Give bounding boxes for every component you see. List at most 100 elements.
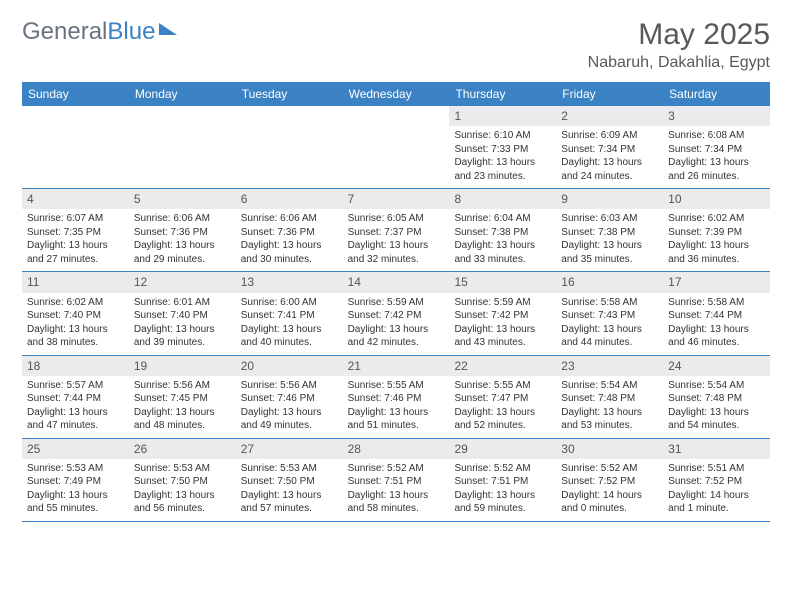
daylight-text: Daylight: 13 hours and 55 minutes. xyxy=(27,489,124,516)
calendar-day-cell: 19Sunrise: 5:56 AMSunset: 7:45 PMDayligh… xyxy=(129,356,236,438)
sunset-text: Sunset: 7:37 PM xyxy=(348,226,445,240)
day-number xyxy=(22,106,129,126)
day-number: 10 xyxy=(663,189,770,209)
sunset-text: Sunset: 7:43 PM xyxy=(561,309,658,323)
calendar-day-cell: 31 Sunrise: 5:51 AMSunset: 7:52 PMDayligh… xyxy=(663,439,770,521)
sunrise-text: Sunrise: 5:53 AM xyxy=(241,462,338,476)
calendar-day-cell: 1Sunrise: 6:10 AMSunset: 7:33 PMDaylight… xyxy=(449,106,556,188)
daylight-text: Daylight: 13 hours and 52 minutes. xyxy=(454,406,551,433)
calendar-week-row: 25Sunrise: 5:53 AMSunset: 7:49 PMDayligh… xyxy=(22,439,770,522)
sunrise-text: Sunrise: 5:59 AM xyxy=(454,296,551,310)
daylight-text: Daylight: 13 hours and 23 minutes. xyxy=(454,156,551,183)
sunset-text: Sunset: 7:41 PM xyxy=(241,309,338,323)
calendar-day-cell xyxy=(343,106,450,188)
sunset-text: Sunset: 7:39 PM xyxy=(668,226,765,240)
sunset-text: Sunset: 7:48 PM xyxy=(668,392,765,406)
daylight-text: Daylight: 13 hours and 35 minutes. xyxy=(561,239,658,266)
day-number: 18 xyxy=(22,356,129,376)
sunrise-text: Sunrise: 5:55 AM xyxy=(348,379,445,393)
day-header: Wednesday xyxy=(343,82,450,106)
sunset-text: Sunset: 7:48 PM xyxy=(561,392,658,406)
daylight-text: Daylight: 13 hours and 56 minutes. xyxy=(134,489,231,516)
daylight-text: Daylight: 13 hours and 29 minutes. xyxy=(134,239,231,266)
calendar-day-cell: 6Sunrise: 6:06 AMSunset: 7:36 PMDaylight… xyxy=(236,189,343,271)
calendar-day-cell: 30Sunrise: 5:52 AMSunset: 7:52 PMDayligh… xyxy=(556,439,663,521)
brand-text: GeneralBlue xyxy=(22,18,155,46)
calendar-week-row: 4 Sunrise: 6:07 AMSunset: 7:35 PM Daylight… xyxy=(22,189,770,272)
daylight-text: Daylight: 13 hours and 42 minutes. xyxy=(348,323,445,350)
sunset-text: Sunset: 7:44 PM xyxy=(668,309,765,323)
daylight-text: Daylight: 13 hours and 57 minutes. xyxy=(241,489,338,516)
day-number xyxy=(343,106,450,126)
sunset-text: Sunset: 7:52 PM xyxy=(668,475,765,489)
title-block: May 2025 Nabaruh, Dakahlia, Egypt xyxy=(588,18,770,72)
header: GeneralBlue May 2025 Nabaruh, Dakahlia, … xyxy=(22,18,770,72)
calendar-day-cell xyxy=(22,106,129,188)
day-number: 17 xyxy=(663,272,770,292)
sunrise-text: Sunrise: 5:58 AM xyxy=(668,296,765,310)
sunrise-text: Sunrise: 5:51 AM xyxy=(668,462,765,476)
daylight-text: Daylight: 13 hours and 24 minutes. xyxy=(561,156,658,183)
day-number: 2 xyxy=(556,106,663,126)
sunset-text: Sunset: 7:40 PM xyxy=(27,309,124,323)
daylight-text: Daylight: 14 hours and 1 minute. xyxy=(668,489,765,516)
sunset-text: Sunset: 7:34 PM xyxy=(561,143,658,157)
daylight-text: Daylight: 13 hours and 59 minutes. xyxy=(454,489,551,516)
calendar-table: Sunday Monday Tuesday Wednesday Thursday… xyxy=(22,82,770,522)
sunrise-text: Sunrise: 6:07 AM xyxy=(27,212,124,226)
day-number xyxy=(236,106,343,126)
day-number: 6 xyxy=(236,189,343,209)
sunrise-text: Sunrise: 5:52 AM xyxy=(454,462,551,476)
calendar-body: 1Sunrise: 6:10 AMSunset: 7:33 PMDaylight… xyxy=(22,106,770,522)
calendar-day-cell: 7Sunrise: 6:05 AMSunset: 7:37 PMDaylight… xyxy=(343,189,450,271)
sunset-text: Sunset: 7:38 PM xyxy=(561,226,658,240)
day-number: 28 xyxy=(343,439,450,459)
sunrise-text: Sunrise: 6:06 AM xyxy=(134,212,231,226)
daylight-text: Daylight: 13 hours and 54 minutes. xyxy=(668,406,765,433)
calendar-day-cell: 20Sunrise: 5:56 AMSunset: 7:46 PMDayligh… xyxy=(236,356,343,438)
calendar-day-cell: 22Sunrise: 5:55 AMSunset: 7:47 PMDayligh… xyxy=(449,356,556,438)
daylight-text: Daylight: 13 hours and 30 minutes. xyxy=(241,239,338,266)
day-number: 3 xyxy=(663,106,770,126)
day-number: 16 xyxy=(556,272,663,292)
day-number: 11 xyxy=(22,272,129,292)
calendar-day-cell: 21Sunrise: 5:55 AMSunset: 7:46 PMDayligh… xyxy=(343,356,450,438)
day-number: 24 xyxy=(663,356,770,376)
sunrise-text: Sunrise: 5:53 AM xyxy=(27,462,124,476)
calendar-day-cell: 27Sunrise: 5:53 AMSunset: 7:50 PMDayligh… xyxy=(236,439,343,521)
sunrise-text: Sunrise: 6:05 AM xyxy=(348,212,445,226)
brand-triangle-icon xyxy=(159,23,177,35)
day-header: Saturday xyxy=(663,82,770,106)
day-header: Thursday xyxy=(449,82,556,106)
brand-logo: GeneralBlue xyxy=(22,18,177,46)
daylight-text: Daylight: 13 hours and 51 minutes. xyxy=(348,406,445,433)
sunset-text: Sunset: 7:35 PM xyxy=(27,226,124,240)
sunset-text: Sunset: 7:42 PM xyxy=(348,309,445,323)
sunset-text: Sunset: 7:50 PM xyxy=(241,475,338,489)
calendar-day-cell: 3Sunrise: 6:08 AMSunset: 7:34 PMDaylight… xyxy=(663,106,770,188)
sunrise-text: Sunrise: 5:54 AM xyxy=(561,379,658,393)
day-number: 22 xyxy=(449,356,556,376)
sunrise-text: Sunrise: 6:02 AM xyxy=(27,296,124,310)
day-number: 30 xyxy=(556,439,663,459)
calendar-day-cell: 15Sunrise: 5:59 AMSunset: 7:42 PMDayligh… xyxy=(449,272,556,354)
day-number: 31 xyxy=(663,439,770,459)
day-number: 4 xyxy=(22,189,129,209)
sunrise-text: Sunrise: 6:08 AM xyxy=(668,129,765,143)
day-number: 29 xyxy=(449,439,556,459)
day-number: 26 xyxy=(129,439,236,459)
calendar-day-cell: 25Sunrise: 5:53 AMSunset: 7:49 PMDayligh… xyxy=(22,439,129,521)
day-number: 1 xyxy=(449,106,556,126)
day-header: Friday xyxy=(556,82,663,106)
calendar-day-cell: 5Sunrise: 6:06 AMSunset: 7:36 PMDaylight… xyxy=(129,189,236,271)
sunrise-text: Sunrise: 6:00 AM xyxy=(241,296,338,310)
calendar-day-cell: 28Sunrise: 5:52 AMSunset: 7:51 PMDayligh… xyxy=(343,439,450,521)
daylight-text: Daylight: 13 hours and 53 minutes. xyxy=(561,406,658,433)
daylight-text: Daylight: 13 hours and 48 minutes. xyxy=(134,406,231,433)
day-number: 20 xyxy=(236,356,343,376)
daylight-text: Daylight: 13 hours and 26 minutes. xyxy=(668,156,765,183)
calendar-day-cell: 29Sunrise: 5:52 AMSunset: 7:51 PMDayligh… xyxy=(449,439,556,521)
daylight-text: Daylight: 13 hours and 32 minutes. xyxy=(348,239,445,266)
calendar-day-cell: 2Sunrise: 6:09 AMSunset: 7:34 PMDaylight… xyxy=(556,106,663,188)
sunset-text: Sunset: 7:45 PM xyxy=(134,392,231,406)
